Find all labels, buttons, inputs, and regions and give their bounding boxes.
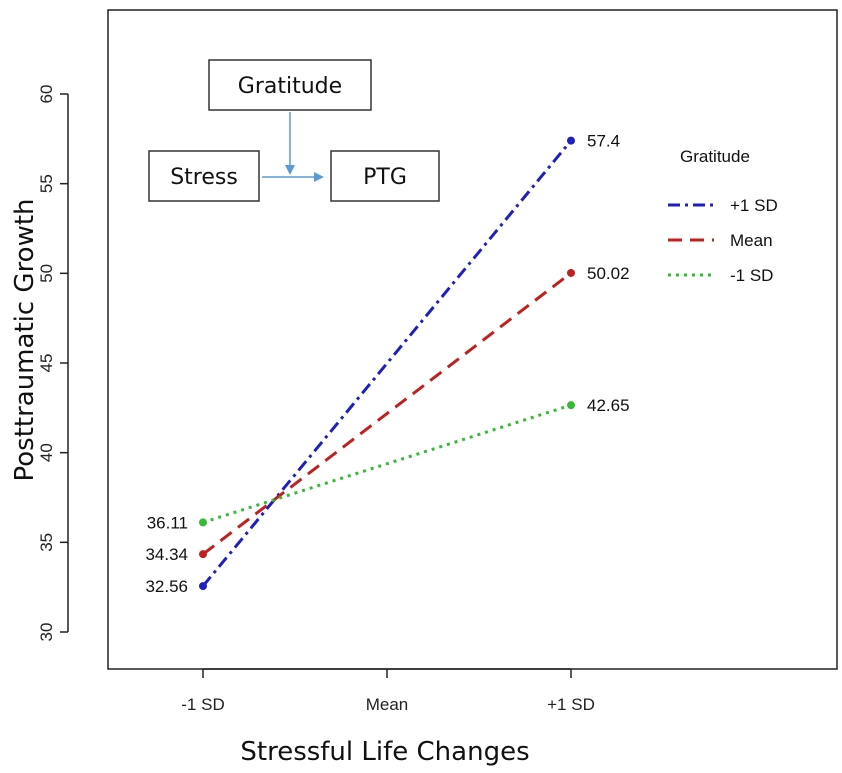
data-point xyxy=(199,550,207,559)
series-2: 34.34 50.02 xyxy=(145,264,629,564)
x-tick-label: +1 SD xyxy=(547,695,595,714)
data-label: 36.11 xyxy=(147,513,188,532)
data-point xyxy=(567,268,575,277)
legend: Gratitude +1 SD Mean -1 SD xyxy=(668,147,778,285)
moderation-diagram: Gratitude Stress PTG xyxy=(148,59,440,202)
gratitude-box-label: Gratitude xyxy=(238,74,342,99)
y-tick-label: 50 xyxy=(37,264,56,283)
x-tick-label: -1 SD xyxy=(181,695,224,714)
gratitude-box xyxy=(208,59,372,111)
x-tick-label: Mean xyxy=(366,695,409,714)
stress-box-label: Stress xyxy=(170,165,238,190)
gratitude-to-path-arrowhead xyxy=(285,165,295,175)
series-3: 36.11 42.65 xyxy=(147,396,630,532)
legend-label: -1 SD xyxy=(730,266,773,285)
stress-box xyxy=(148,150,260,202)
y-tick-label: 40 xyxy=(37,443,56,462)
y-tick-label: 45 xyxy=(37,354,56,373)
data-point xyxy=(199,582,207,591)
data-label: 57.4 xyxy=(587,132,620,151)
legend-label: +1 SD xyxy=(730,196,778,215)
y-tick-label: 30 xyxy=(37,623,56,642)
stress-to-ptg-arrowhead xyxy=(314,172,324,182)
legend-label: Mean xyxy=(730,231,773,250)
y-tick-label: 60 xyxy=(37,85,56,104)
y-axis: 30 35 40 45 50 55 60 xyxy=(37,85,69,642)
data-label: 42.65 xyxy=(587,396,630,415)
x-axis-title: Stressful Life Changes xyxy=(240,737,529,767)
data-label: 34.34 xyxy=(145,545,188,564)
series-line xyxy=(202,403,572,524)
y-axis-title: Posttraumatic Growth xyxy=(10,198,40,481)
x-axis: -1 SD Mean +1 SD xyxy=(181,668,595,714)
legend-title: Gratitude xyxy=(680,147,750,166)
data-label: 50.02 xyxy=(587,264,630,283)
data-point xyxy=(199,518,207,527)
data-point xyxy=(567,136,575,145)
series-1: 32.56 57.4 xyxy=(145,132,620,596)
ptg-box-label: PTG xyxy=(363,165,407,190)
data-label: 32.56 xyxy=(145,577,188,596)
series-line xyxy=(201,139,573,588)
series-layer: 32.56 57.4 34.34 50.02 36.11 42.65 xyxy=(145,132,629,596)
series-line xyxy=(202,271,572,556)
data-point xyxy=(567,401,575,410)
ptg-box xyxy=(330,150,440,202)
y-tick-label: 55 xyxy=(37,174,56,193)
y-tick-label: 35 xyxy=(37,533,56,552)
